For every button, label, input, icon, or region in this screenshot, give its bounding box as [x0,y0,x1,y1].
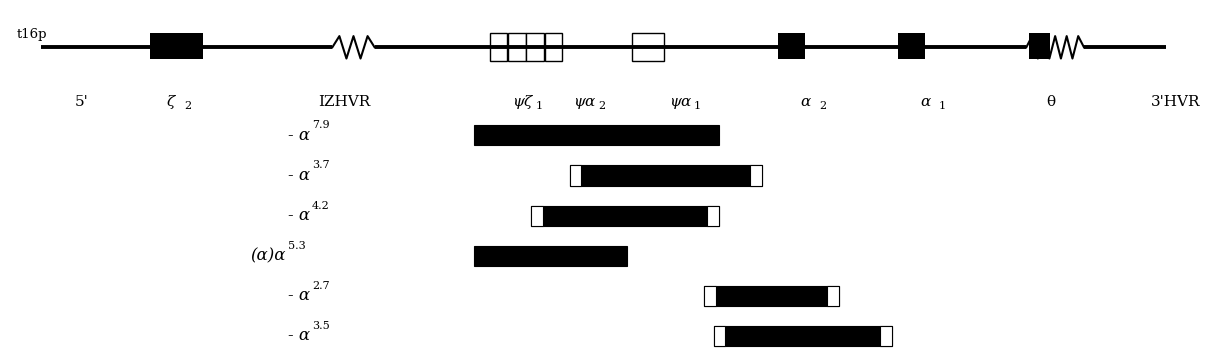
Text: 2: 2 [185,101,191,111]
Text: θ: θ [1046,95,1054,109]
Text: 2: 2 [598,101,604,111]
Bar [880,326,891,346]
Text: 5.3: 5.3 [288,241,305,250]
Text: 1: 1 [536,101,543,111]
Bar [714,326,726,346]
Text: - α: - α [288,127,310,144]
Bar [828,286,839,306]
Text: 7.9: 7.9 [313,121,330,130]
Text: α: α [801,95,810,109]
Bar [150,33,202,59]
Text: 1: 1 [939,101,946,111]
Bar [531,205,543,225]
Text: t16p: t16p [17,28,48,41]
Bar [526,33,544,61]
Bar [704,286,716,306]
Bar [490,33,508,61]
Text: ψα: ψα [573,95,596,109]
Bar [473,126,718,146]
Text: - α: - α [288,167,310,184]
Bar [633,33,664,61]
Text: ζ: ζ [167,95,175,109]
Text: 1: 1 [694,101,701,111]
Bar [544,33,562,61]
Text: (α)α: (α)α [250,247,286,264]
Bar [750,166,763,185]
Text: 4.2: 4.2 [313,200,330,211]
Bar [570,166,581,185]
Text: α: α [921,95,931,109]
Text: 3'HVR: 3'HVR [1150,95,1200,109]
Bar [473,246,628,266]
Text: ψζ: ψζ [511,95,532,109]
Bar [1029,33,1051,59]
Text: 2.7: 2.7 [313,281,330,291]
Bar [531,205,718,225]
Text: 2: 2 [819,101,826,111]
Bar [779,33,805,59]
Bar [714,326,891,346]
Bar [899,33,926,59]
Text: - α: - α [288,287,310,304]
Text: ψα: ψα [669,95,691,109]
Bar [707,205,718,225]
Bar [704,286,839,306]
Text: - α: - α [288,327,310,344]
Text: 3.5: 3.5 [313,321,330,331]
Bar [570,166,763,185]
Text: IZHVR: IZHVR [318,95,370,109]
Text: - α: - α [288,207,310,224]
Text: 5': 5' [75,95,88,109]
Bar [509,33,526,61]
Text: 3.7: 3.7 [313,160,330,171]
